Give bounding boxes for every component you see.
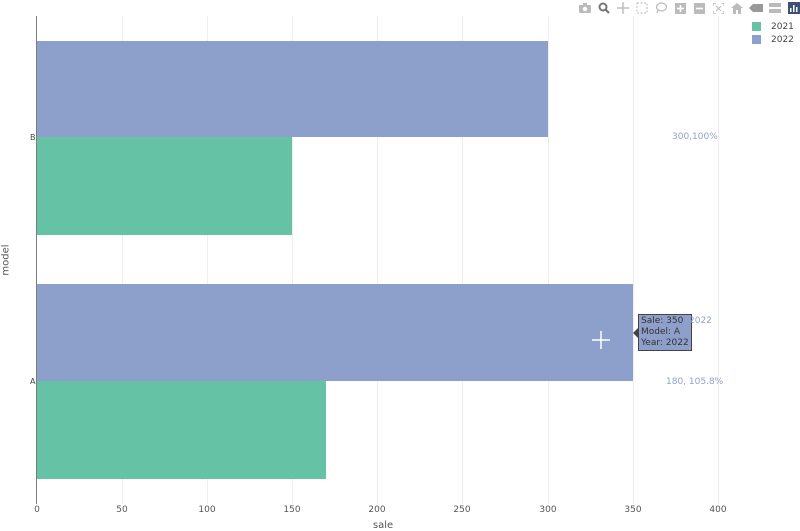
compare-hover-icon[interactable] (768, 2, 782, 14)
annotation-a: 180, 105.8% (666, 377, 724, 387)
x-tick: 50 (116, 505, 128, 515)
x-tick: 100 (198, 505, 216, 515)
crosshair-cursor-icon (592, 331, 610, 349)
gridline (548, 16, 549, 504)
tooltip-trace-name: 2022 (689, 316, 712, 326)
gridline (122, 16, 123, 504)
legend-swatch-2021 (752, 22, 761, 31)
y-axis-line (36, 16, 37, 504)
legend-swatch-2022 (752, 35, 761, 44)
gridline (633, 16, 634, 504)
gridline (462, 16, 463, 504)
box-select-icon[interactable] (635, 2, 649, 14)
pan-icon[interactable] (616, 2, 630, 14)
y-tick-b: B (30, 133, 36, 142)
tooltip-year: Year: 2022 (641, 338, 689, 348)
zoom-in-icon[interactable] (673, 2, 687, 14)
x-tick: 0 (34, 505, 40, 515)
autoscale-icon[interactable] (711, 2, 725, 14)
bar-a-2021[interactable] (37, 381, 326, 479)
camera-icon[interactable] (578, 2, 592, 14)
x-tick: 150 (283, 505, 301, 515)
x-tick: 300 (539, 505, 557, 515)
gridline (718, 16, 719, 504)
reset-axes-icon[interactable] (730, 2, 744, 14)
bar-b-2022[interactable] (37, 41, 548, 137)
legend-label: 2022 (771, 34, 794, 45)
lasso-select-icon[interactable] (654, 2, 668, 14)
tooltip-sale: Sale: 350 (641, 316, 684, 326)
gridline (377, 16, 378, 504)
gridline (207, 16, 208, 504)
spike-lines-icon[interactable] (749, 2, 763, 14)
hover-tooltip: Sale: 350 Model: A Year: 2022 (638, 314, 692, 351)
legend-item-2021[interactable]: 2021 (752, 20, 794, 33)
tooltip-model: Model: A (641, 327, 681, 337)
x-tick: 400 (709, 505, 727, 515)
bar-b-2021[interactable] (37, 137, 292, 235)
annotation-b: 300,100% (672, 132, 718, 142)
gridline (292, 16, 293, 504)
y-axis-title: model (0, 244, 12, 276)
modebar (578, 1, 800, 15)
zoom-out-icon[interactable] (692, 2, 706, 14)
x-tick: 350 (624, 505, 642, 515)
y-tick-a: A (30, 377, 36, 386)
plotly-logo-icon[interactable] (787, 2, 800, 14)
bar-a-2022[interactable] (37, 284, 633, 381)
x-tick: 250 (453, 505, 471, 515)
tooltip-arrow (633, 328, 638, 338)
legend-label: 2021 (771, 21, 794, 32)
x-tick: 200 (368, 505, 386, 515)
zoom-icon[interactable] (597, 2, 611, 14)
x-axis-title: sale (372, 520, 394, 531)
legend: 2021 2022 (752, 20, 794, 46)
legend-item-2022[interactable]: 2022 (752, 33, 794, 46)
